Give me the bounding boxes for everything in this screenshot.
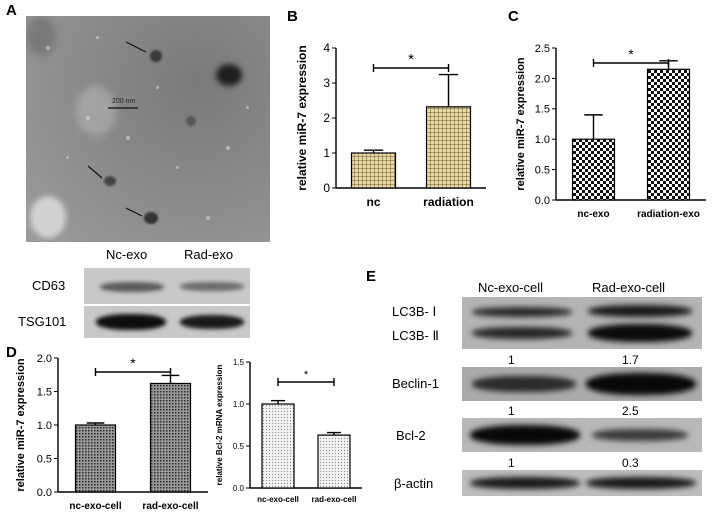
category-label: nc-exo-cell — [257, 495, 299, 504]
row-label-tsg101: TSG101 — [18, 314, 67, 329]
panel-letter-b: B — [287, 8, 298, 25]
ratio-bcl2-nc: 1 — [508, 456, 515, 470]
panel-letter-c: C — [508, 8, 519, 25]
category-label: nc-exo-cell — [69, 501, 121, 512]
band-beclin-rad — [586, 373, 696, 395]
blot-strip-lc3b — [462, 297, 702, 349]
band-beclin-nc — [472, 376, 576, 392]
lane-label-rad-exo: Rad-exo — [184, 247, 234, 262]
band-actin-nc — [470, 477, 580, 489]
category-label: nc — [366, 195, 380, 209]
category-label: radiation-exo — [637, 209, 700, 220]
panel-letter-a: A — [6, 2, 17, 19]
row-label-beclin-1: Beclin-1 — [392, 376, 439, 391]
band-tsg101-nc — [96, 314, 166, 330]
band-cd63-nc — [100, 282, 164, 292]
y-tick-label: 2.0 — [535, 73, 550, 85]
band-lc3b-ii-rad — [588, 324, 692, 342]
tem-micrograph: 200 nm — [26, 16, 270, 242]
ratio-lc3-nc: 1 — [508, 353, 515, 367]
y-axis-label: relative miR-7 expression — [515, 57, 527, 191]
ratio-beclin-nc: 1 — [508, 404, 515, 418]
row-label-cd63: CD63 — [32, 278, 66, 293]
chart-d1: 0.0 0.5 1.0 1.5 2.0 relative miR-7 expression… — [15, 353, 208, 512]
y-axis-label: relative Bcl-2 mRNA expression — [215, 365, 224, 486]
band-bcl2-nc — [470, 425, 580, 445]
blot-strip-beta-actin — [462, 470, 702, 496]
bar-radiation-exo — [646, 68, 691, 201]
y-tick-label: 0.5 — [535, 164, 550, 176]
bar-rad-exo-cell — [149, 382, 192, 493]
category-label: rad-exo-cell — [142, 501, 198, 512]
y-tick-label: 1.0 — [37, 420, 52, 432]
band-tsg101-rad — [180, 315, 244, 329]
category-label: nc-exo — [577, 209, 609, 220]
row-label-bcl-2: Bcl-2 — [396, 428, 426, 443]
bar-nc-exo — [571, 138, 616, 201]
blot-strip-bcl2 — [462, 418, 702, 452]
band-cd63-rad — [180, 282, 244, 291]
y-tick-label: 0.0 — [37, 487, 52, 499]
tem-arrows — [87, 41, 147, 217]
lane-label-nc-exo: Nc-exo — [106, 247, 148, 262]
chart-d2: 0.0 0.5 1.0 1.5 relative Bcl-2 mRNA expressi… — [215, 358, 362, 504]
band-lc3b-i-rad — [588, 305, 692, 317]
y-tick-label: 3 — [323, 76, 330, 90]
bar-nc-exo-cell — [74, 424, 117, 493]
category-label: radiation — [423, 195, 474, 209]
band-lc3b-i-nc — [472, 307, 572, 317]
y-axis-label: relative miR-7 expression — [15, 358, 27, 492]
row-label-lc3b-i: LC3B- Ⅰ — [392, 304, 437, 319]
y-tick-label: 2.0 — [37, 353, 52, 365]
significance-marker: * — [628, 46, 634, 62]
y-tick-label: 0.5 — [233, 442, 245, 451]
y-tick-label: 1.5 — [535, 104, 550, 116]
significance-marker: * — [304, 369, 309, 381]
y-tick-label: 1.0 — [535, 134, 550, 146]
bar-nc — [350, 152, 397, 189]
band-lc3b-ii-nc — [472, 327, 572, 339]
blot-strip-tsg101 — [84, 306, 250, 338]
row-label-beta-actin: β-actin — [394, 476, 434, 491]
significance-marker: * — [130, 355, 136, 371]
lane-label-nc-exo-cell: Nc-exo-cell — [478, 280, 544, 295]
bar-radiation — [425, 106, 472, 189]
y-tick-label: 1.5 — [233, 358, 245, 367]
scale-bar-label: 200 nm — [112, 98, 136, 105]
y-tick-label: 2.5 — [535, 43, 550, 55]
panel-letter-d: D — [6, 344, 17, 361]
significance-marker: * — [408, 51, 414, 68]
y-tick-label: 0.5 — [37, 453, 52, 465]
category-label: rad-exo-cell — [312, 495, 357, 504]
y-tick-label: 1 — [323, 146, 330, 160]
y-tick-label: 0.0 — [233, 484, 245, 493]
y-tick-label: 2 — [323, 111, 330, 125]
blot-strip-beclin — [462, 367, 702, 401]
chart-c: 0.0 0.5 1.0 1.5 2.0 2.5 relative miR-7 express… — [515, 43, 706, 220]
y-tick-label: 1.0 — [233, 400, 245, 409]
panel-letter-e: E — [366, 268, 377, 285]
bar-rad-exo-cell — [317, 434, 351, 489]
ratio-lc3-rad: 1.7 — [622, 353, 639, 367]
y-tick-label: 1.5 — [37, 386, 52, 398]
lane-label-rad-exo-cell: Rad-exo-cell — [592, 280, 665, 295]
chart-b: 0 1 2 3 4 relative miR-7 expression nc radiatio… — [295, 41, 486, 209]
row-label-lc3b-ii: LC3B- Ⅱ — [392, 328, 439, 343]
y-tick-label: 0 — [323, 181, 330, 195]
ratio-bcl2-rad: 0.3 — [622, 456, 639, 470]
y-tick-label: 0.0 — [535, 195, 550, 207]
band-bcl2-rad — [592, 429, 688, 441]
blot-strip-cd63 — [84, 268, 250, 304]
bar-nc-exo-cell — [261, 403, 295, 489]
band-actin-rad — [586, 477, 696, 489]
ratio-beclin-rad: 2.5 — [622, 404, 639, 418]
y-tick-label: 4 — [323, 41, 330, 55]
y-axis-label: relative miR-7 expression — [295, 45, 309, 190]
